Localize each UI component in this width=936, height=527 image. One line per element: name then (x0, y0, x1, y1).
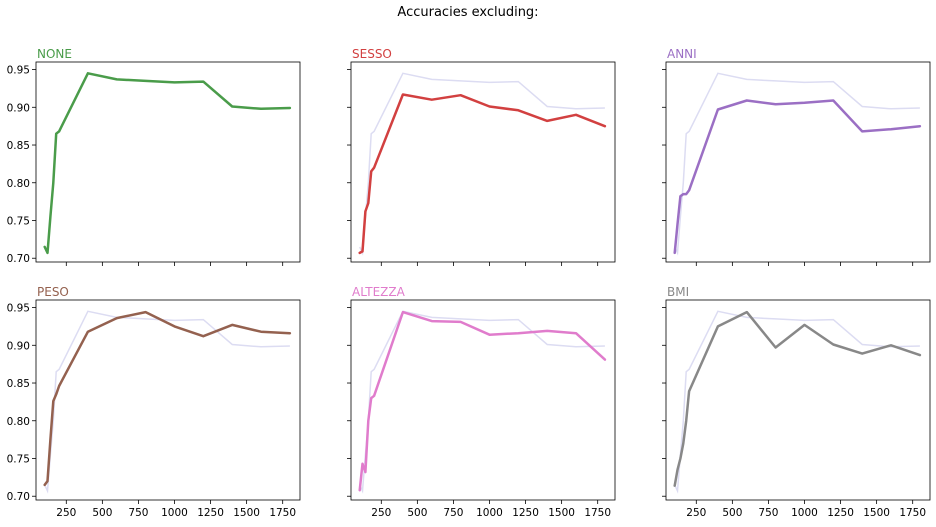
axes-frame (665, 299, 931, 501)
y-tick-label: 0.80 (7, 416, 30, 428)
subplot-anni: ANNI (662, 47, 931, 266)
x-tick-label: 250 (371, 507, 391, 519)
x-tick-label: 1250 (827, 507, 854, 519)
series-line (358, 310, 607, 492)
x-tick-label: 250 (56, 507, 76, 519)
series-line (43, 72, 292, 255)
y-tick-label: 0.90 (7, 102, 30, 114)
x-tick-label: 1750 (269, 507, 296, 519)
subplot-sesso: SESSO (347, 47, 616, 266)
x-tick-label: 1000 (791, 507, 818, 519)
axes-frame (35, 299, 301, 501)
x-tick-label: 500 (92, 507, 112, 519)
x-tick-label: 750 (443, 507, 463, 519)
subplot-title: PESO (37, 285, 69, 299)
reference-line (674, 310, 920, 494)
subplot-bmi: BMI 250 500 750 1000 1250 1500 1750 (662, 285, 931, 519)
subplot-title: SESSO (352, 47, 392, 61)
y-tick-label: 0.75 (7, 453, 30, 465)
x-tick-label: 1000 (476, 507, 503, 519)
subplot-title: NONE (37, 47, 72, 61)
reference-line (359, 310, 605, 494)
subplot-altezza: ALTEZZA 250 500 750 1000 1250 1500 1750 (347, 285, 616, 519)
series-line (358, 93, 607, 255)
subplot-title: ALTEZZA (352, 285, 406, 299)
axes-frame (35, 61, 301, 263)
reference-line (359, 72, 605, 256)
y-tick-label: 0.90 (7, 340, 30, 352)
x-tick-label: 750 (128, 507, 148, 519)
series-line (673, 310, 922, 487)
subplot-peso: PESO 0.70 0.75 0.80 0.85 0.90 0.95 250 500 750 100… (7, 285, 301, 519)
x-tick-label: 1500 (548, 507, 575, 519)
y-tick-label: 0.95 (7, 303, 30, 315)
x-tick-label: 1750 (584, 507, 611, 519)
x-tick-label: 500 (407, 507, 427, 519)
axes-frame (665, 61, 931, 263)
subplot-title: BMI (667, 285, 689, 299)
x-tick-label: 1250 (197, 507, 224, 519)
x-tick-label: 1500 (863, 507, 890, 519)
x-tick-label: 1750 (899, 507, 926, 519)
y-tick-label: 0.70 (7, 253, 30, 265)
figure-title: Accuracies excluding: (397, 5, 539, 20)
x-tick-label: 250 (686, 507, 706, 519)
axes-frame (350, 299, 616, 501)
x-tick-label: 1500 (233, 507, 260, 519)
y-tick-label: 0.70 (7, 491, 30, 503)
x-tick-label: 1000 (161, 507, 188, 519)
subplot-title: ANNI (667, 47, 697, 61)
subplot-none: NONE 0.70 0.75 0.80 0.85 0.90 0.95 (7, 47, 301, 266)
y-tick-label: 0.85 (7, 378, 30, 390)
series-line (673, 99, 922, 255)
x-tick-label: 750 (758, 507, 778, 519)
y-tick-label: 0.95 (7, 65, 30, 77)
axes-frame (350, 61, 616, 263)
reference-line (674, 72, 920, 256)
series-line (43, 310, 292, 487)
x-tick-label: 1250 (512, 507, 539, 519)
y-tick-label: 0.80 (7, 178, 30, 190)
y-tick-label: 0.85 (7, 140, 30, 152)
reference-line (44, 310, 290, 494)
x-tick-label: 500 (722, 507, 742, 519)
y-tick-label: 0.75 (7, 215, 30, 227)
